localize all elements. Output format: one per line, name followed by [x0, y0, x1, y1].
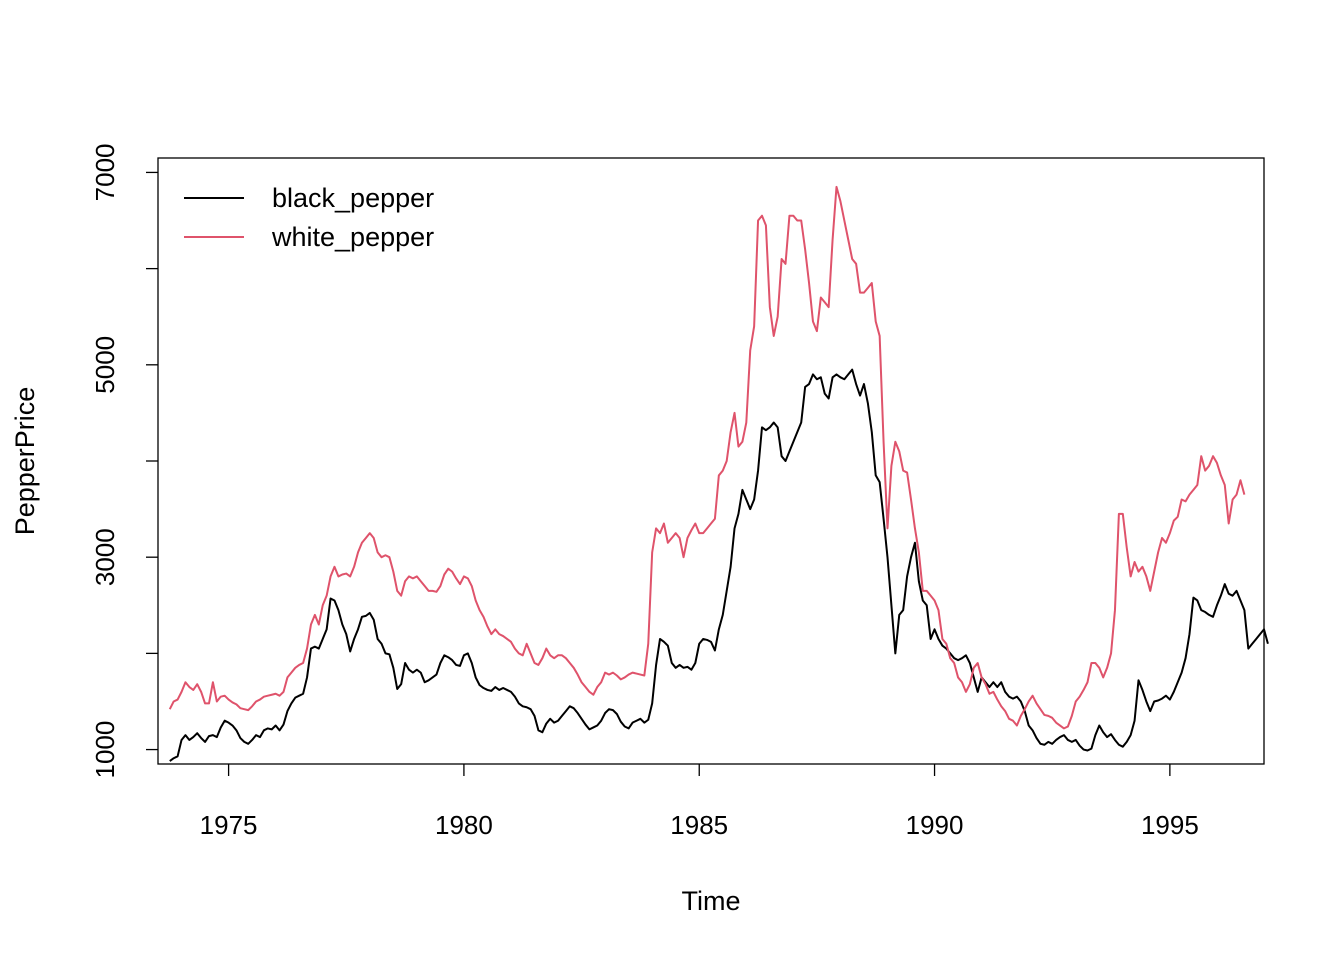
x-axis-title: Time — [682, 886, 741, 916]
series-line-black-pepper — [169, 368, 1269, 762]
x-tick-label: 1990 — [906, 810, 964, 840]
y-tick-label: 1000 — [90, 721, 120, 779]
y-axis: 1000 3000 5000 7000 — [90, 144, 158, 779]
legend-label-white-pepper: white_pepper — [271, 222, 434, 252]
series-line-white-pepper — [168, 185, 1246, 730]
legend-label-black-pepper: black_pepper — [272, 183, 434, 213]
x-tick-label: 1985 — [670, 810, 728, 840]
x-tick-label: 1995 — [1141, 810, 1199, 840]
y-tick-label: 3000 — [90, 528, 120, 586]
x-tick-label: 1980 — [435, 810, 493, 840]
series-layer — [168, 185, 1269, 762]
x-axis: 1975 1980 1985 1990 1995 — [200, 764, 1199, 840]
legend: black_pepper white_pepper — [184, 183, 434, 252]
y-tick-label: 7000 — [90, 144, 120, 202]
y-axis-title: PepperPrice — [10, 387, 40, 536]
y-tick-label: 5000 — [90, 336, 120, 394]
x-tick-label: 1975 — [200, 810, 258, 840]
